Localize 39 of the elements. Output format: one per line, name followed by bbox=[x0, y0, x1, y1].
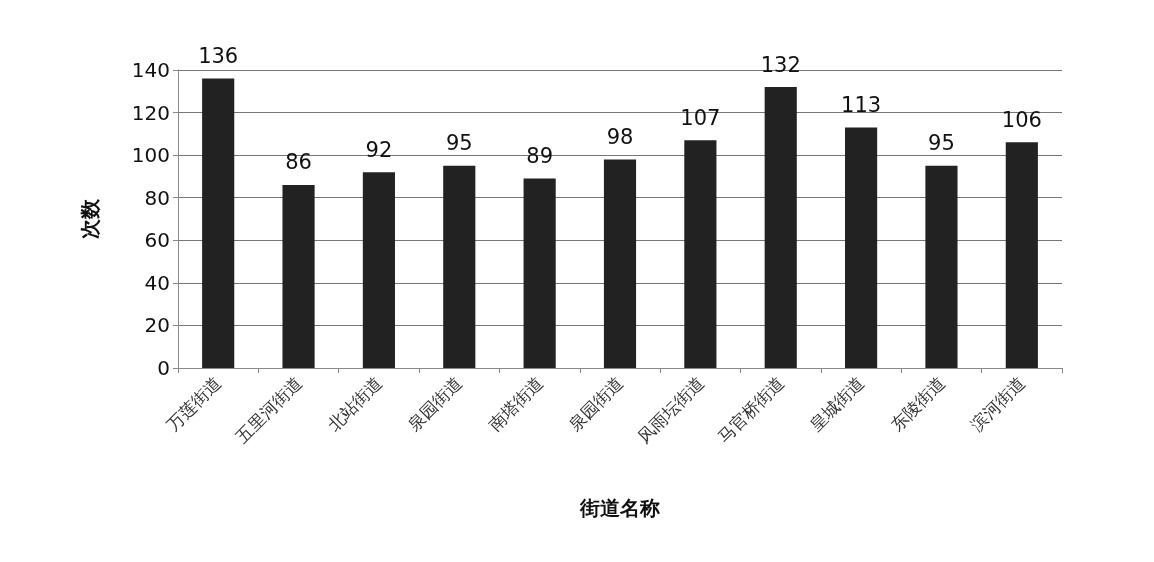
data-label: 98 bbox=[606, 124, 634, 149]
x-tick-label: 泉园街道 bbox=[564, 372, 628, 436]
data-label: 106 bbox=[1001, 107, 1042, 132]
y-tick-label: 0 bbox=[157, 356, 170, 380]
x-tick-label: 风雨坛街道 bbox=[633, 372, 708, 448]
y-tick-label: 120 bbox=[131, 100, 170, 125]
bar bbox=[764, 87, 797, 368]
x-tick-label: 东陵街道 bbox=[886, 372, 949, 436]
bar bbox=[603, 159, 637, 368]
y-axis-title: 次数 bbox=[78, 198, 102, 239]
bar bbox=[362, 172, 395, 368]
bar bbox=[925, 165, 958, 368]
bar bbox=[684, 140, 717, 368]
x-axis-title: 街道名称 bbox=[579, 496, 660, 520]
data-label: 136 bbox=[198, 44, 239, 69]
bar bbox=[443, 165, 476, 368]
x-tick-label: 滨河街道 bbox=[966, 372, 1029, 436]
y-tick-label: 40 bbox=[144, 270, 170, 295]
y-tick-label: 100 bbox=[131, 143, 170, 168]
data-label: 95 bbox=[445, 131, 473, 156]
bar bbox=[1005, 142, 1038, 368]
bar bbox=[845, 127, 878, 368]
y-tick-label: 80 bbox=[144, 185, 170, 210]
x-tick-label: 五里河街道 bbox=[231, 372, 306, 448]
data-label: 107 bbox=[680, 105, 721, 130]
bar bbox=[282, 184, 315, 368]
x-tick-label: 皇城街道 bbox=[805, 372, 869, 436]
bar bbox=[202, 78, 235, 368]
data-label: 95 bbox=[928, 131, 955, 156]
x-tick-label: 泉园街道 bbox=[404, 372, 467, 436]
y-tick-label: 140 bbox=[131, 58, 170, 82]
data-label: 86 bbox=[285, 150, 312, 175]
x-tick-label: 南塔街道 bbox=[484, 372, 547, 436]
y-tick-label: 60 bbox=[144, 228, 170, 253]
data-label: 113 bbox=[841, 92, 882, 117]
x-tick-label: 马官桥街道 bbox=[713, 372, 788, 448]
bar bbox=[523, 178, 556, 368]
y-tick-label: 20 bbox=[144, 313, 170, 338]
x-tick-label: 北站街道 bbox=[323, 372, 386, 436]
